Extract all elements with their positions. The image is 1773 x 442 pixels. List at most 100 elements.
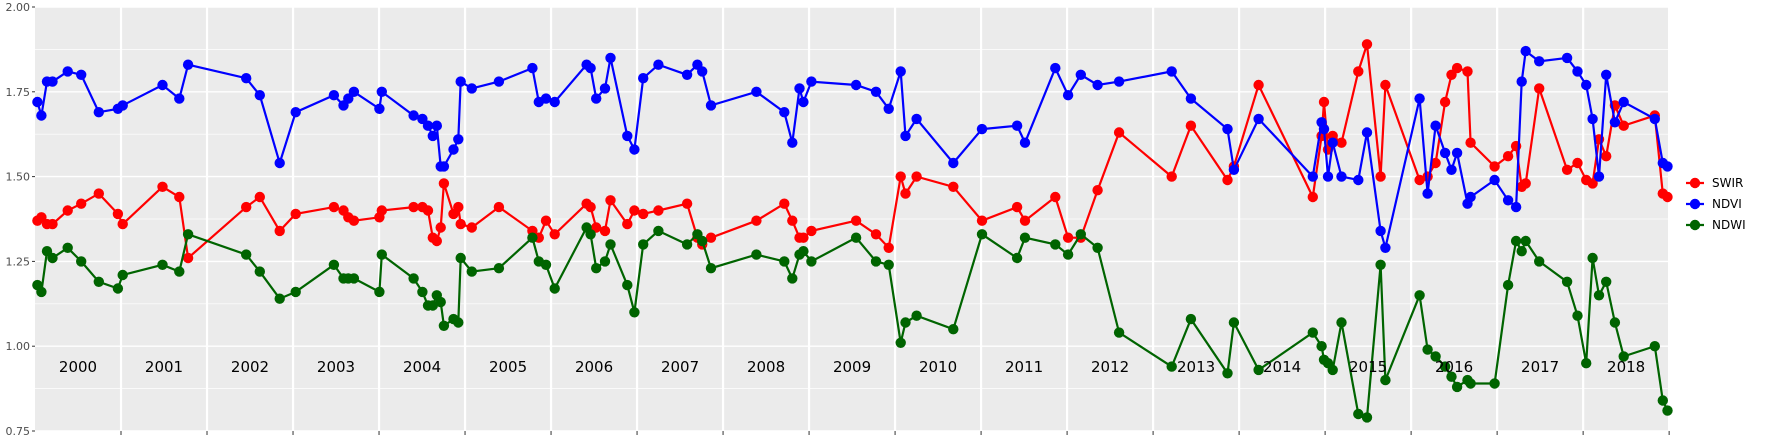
data-point [653, 225, 664, 237]
data-point [117, 100, 128, 111]
series-ndvi [32, 45, 1673, 253]
data-point [1092, 185, 1103, 196]
data-point [1336, 317, 1347, 328]
data-point [681, 198, 693, 209]
data-point [157, 79, 168, 91]
data-point [62, 205, 73, 216]
data-point [1587, 113, 1598, 125]
year-label: 2010 [919, 358, 957, 376]
data-point [751, 86, 762, 98]
data-point [948, 157, 959, 169]
data-point [1446, 371, 1457, 382]
data-point [1430, 351, 1441, 362]
data-point [585, 229, 596, 240]
data-point [1222, 368, 1233, 379]
data-point [1327, 137, 1338, 148]
data-point [1375, 259, 1386, 270]
data-point [1185, 120, 1197, 131]
data-point [254, 266, 265, 277]
data-point [1318, 123, 1330, 135]
data-point [1593, 171, 1605, 182]
data-point [274, 225, 285, 237]
data-point [466, 222, 477, 233]
data-point [453, 317, 464, 328]
data-point [431, 235, 442, 247]
data-point [174, 93, 185, 104]
data-point [182, 252, 194, 264]
data-point [1380, 374, 1391, 386]
data-point [1222, 123, 1233, 135]
data-point [1253, 113, 1264, 125]
data-point [787, 137, 798, 148]
legend-key-point [1689, 177, 1701, 189]
data-point [1322, 171, 1334, 182]
data-point [591, 93, 602, 104]
series-ndwi [32, 222, 1673, 423]
data-point [1166, 66, 1177, 77]
data-point [1228, 317, 1240, 328]
data-point [1062, 90, 1074, 101]
data-point [1019, 137, 1031, 148]
data-point [1662, 191, 1673, 203]
data-point [1439, 96, 1451, 108]
data-point [1561, 164, 1573, 175]
data-point [1510, 201, 1522, 213]
data-point [911, 113, 922, 125]
data-point [1502, 279, 1514, 291]
y-tick-label: 1.75 [6, 86, 31, 99]
data-point [1307, 171, 1319, 182]
y-tick-label: 2.00 [6, 1, 31, 14]
data-point [1228, 164, 1240, 175]
data-point [1446, 164, 1457, 175]
data-point [1050, 62, 1061, 74]
data-point [453, 134, 464, 145]
data-point [254, 90, 265, 101]
data-point [62, 242, 73, 253]
data-point [1380, 242, 1391, 253]
data-point [1520, 45, 1531, 57]
data-point [976, 215, 988, 226]
data-point [1510, 235, 1522, 247]
data-point [1222, 174, 1233, 186]
data-point [1075, 229, 1087, 240]
data-point [1011, 201, 1023, 213]
data-point [1451, 147, 1463, 159]
data-point [422, 120, 434, 131]
data-point [1572, 66, 1583, 77]
data-point [870, 86, 882, 98]
data-point [1422, 344, 1433, 355]
data-point [794, 83, 805, 94]
data-point [1307, 191, 1319, 203]
data-point [622, 130, 633, 142]
data-point [1414, 290, 1425, 301]
data-point [408, 110, 419, 121]
data-point [1336, 171, 1347, 182]
data-point [290, 208, 301, 220]
data-point [1601, 151, 1612, 162]
data-point [1593, 290, 1605, 301]
data-point [911, 171, 922, 182]
data-point [1430, 157, 1441, 169]
data-point [157, 181, 168, 192]
data-point [241, 201, 252, 213]
data-point [1609, 117, 1621, 128]
data-point [1618, 120, 1629, 131]
data-point [751, 215, 762, 226]
data-point [376, 205, 387, 216]
data-point [374, 103, 385, 115]
data-point [585, 201, 596, 213]
data-point [1451, 381, 1463, 393]
data-point [36, 286, 47, 298]
data-point [376, 249, 387, 260]
data-point [1375, 225, 1386, 237]
data-point [540, 215, 552, 226]
data-point [254, 191, 265, 203]
data-point [1465, 137, 1476, 148]
data-point [1422, 171, 1433, 182]
data-point [1572, 310, 1583, 321]
data-point [328, 90, 340, 101]
data-point [900, 130, 911, 142]
y-axis: 0.75 1.00 1.25 1.50 1.75 2.00 [6, 1, 35, 438]
data-point [1581, 79, 1592, 91]
data-point [948, 181, 959, 192]
